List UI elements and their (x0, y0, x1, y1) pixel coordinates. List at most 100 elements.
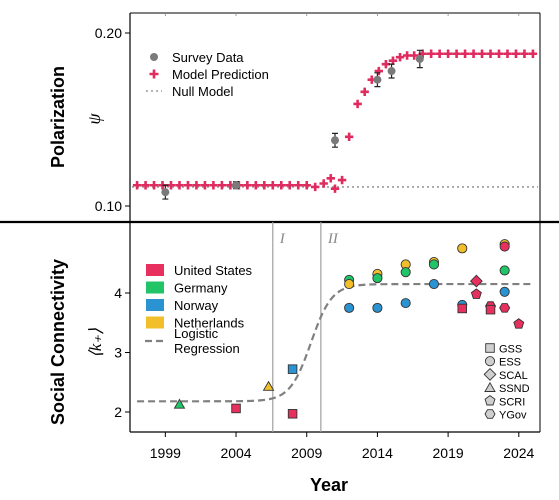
legend-survey-shape (483, 367, 497, 381)
bottom-x-tick-label: 1999 (150, 445, 181, 461)
connectivity-data-point (400, 298, 411, 309)
legend-country-swatch (146, 299, 164, 311)
model-prediction-marker (360, 87, 369, 97)
model-prediction-marker (494, 49, 504, 58)
connectivity-data-point (513, 318, 525, 329)
model-prediction-marker (175, 181, 184, 190)
model-prediction-marker (520, 49, 529, 58)
model-prediction-marker (260, 181, 269, 190)
connectivity-data-point (400, 267, 411, 278)
model-prediction-marker (409, 51, 419, 60)
survey-data-point (161, 188, 170, 197)
model-prediction-marker (268, 181, 277, 190)
model-prediction-marker (192, 181, 201, 190)
model-prediction-marker (511, 49, 521, 58)
connectivity-data-point (499, 286, 510, 297)
legend-country-swatch (146, 281, 164, 294)
connectivity-data-point (428, 279, 440, 290)
model-prediction-marker (183, 181, 193, 190)
model-prediction-marker (149, 181, 159, 190)
survey-data-point (331, 136, 339, 145)
survey-data-point (415, 54, 424, 63)
top-y-axis-symbol: ψ (84, 113, 104, 125)
connectivity-data-point (372, 302, 383, 313)
model-prediction-marker (277, 181, 286, 190)
bottom-y-tick-label: 3 (114, 345, 122, 361)
model-prediction-marker (353, 99, 362, 109)
survey-data-point (387, 67, 396, 76)
legend-country-swatch (146, 316, 164, 329)
bottom-y-axis-label: Social Connectivity (48, 259, 68, 425)
top-y-axis-label: Polarization (48, 66, 68, 168)
top-y-tick-label: 0.10 (95, 198, 122, 214)
legend-survey-shape (484, 356, 496, 367)
legend-logistic-label: Logistic (174, 326, 219, 341)
model-prediction-marker (337, 175, 347, 185)
model-prediction-marker (326, 174, 335, 183)
model-prediction-marker (344, 132, 354, 141)
connectivity-data-point (499, 241, 510, 252)
bottom-x-tick-label: 2019 (433, 445, 464, 461)
connectivity-data-point (457, 303, 467, 314)
legend-survey-label: Survey Data (172, 50, 244, 65)
legend-survey-name: SCAL (499, 370, 528, 382)
legend-country-label: United States (174, 263, 253, 278)
model-prediction-marker (452, 49, 461, 58)
bottom-y-tick-label: 4 (114, 285, 122, 301)
legend-country-label: Netherlands (174, 316, 245, 331)
bottom-x-tick-label: 2014 (362, 445, 393, 461)
connectivity-data-point (470, 288, 482, 299)
connectivity-data-point (287, 409, 298, 419)
connectivity-data-point (499, 265, 510, 276)
model-prediction-marker (528, 49, 538, 58)
bottom-x-tick-label: 2004 (220, 445, 251, 461)
period-label: II (327, 231, 339, 247)
model-prediction-marker (402, 51, 412, 60)
model-prediction-marker (311, 182, 320, 192)
legend-country-swatch (146, 264, 164, 276)
legend-survey-name: SSND (499, 383, 530, 395)
bottom-x-tick-label: 2009 (291, 445, 322, 461)
model-prediction-marker (209, 181, 218, 190)
legend-country-label: Germany (174, 281, 228, 296)
legend-survey-marker (150, 53, 158, 61)
legend-null-label: Null Model (172, 84, 234, 99)
model-prediction-marker (469, 49, 478, 58)
model-prediction-marker (285, 181, 294, 190)
connectivity-data-point (499, 303, 511, 313)
model-prediction-marker (294, 181, 303, 190)
legend-country-label: Norway (174, 298, 219, 313)
legend-survey-name: GSS (499, 344, 522, 356)
model-prediction-marker (443, 49, 453, 58)
legend-survey-shape (485, 343, 495, 353)
legend-survey-name: SCRI (499, 396, 525, 408)
top-y-tick-label: 0.20 (95, 25, 122, 41)
legend-survey-shape (484, 409, 496, 419)
connectivity-data-point (173, 398, 186, 409)
legend-logistic-label: Regression (174, 341, 240, 356)
model-prediction-marker (388, 56, 398, 65)
connectivity-data-point (344, 302, 355, 313)
model-prediction-marker (217, 181, 227, 190)
model-prediction-marker (435, 49, 444, 58)
model-prediction-marker (319, 179, 328, 188)
period-label: I (279, 231, 286, 247)
connectivity-data-point (457, 243, 468, 254)
legend-survey-shape (484, 381, 496, 392)
connectivity-data-point (287, 364, 298, 374)
x-axis-label: Year (310, 475, 348, 495)
legend-model-marker (149, 69, 159, 79)
bottom-x-tick-label: 2024 (503, 445, 534, 461)
connectivity-data-point (469, 274, 483, 288)
connectivity-data-point (344, 279, 355, 290)
model-prediction-marker (243, 181, 252, 190)
connectivity-data-point (485, 304, 496, 315)
model-prediction-marker (395, 53, 405, 62)
connectivity-data-point (372, 273, 383, 284)
model-prediction-marker (426, 49, 436, 58)
model-prediction-marker (132, 181, 142, 190)
model-prediction-marker (374, 66, 384, 76)
legend-model-label: Model Prediction (172, 67, 269, 82)
connectivity-data-point (262, 380, 275, 391)
